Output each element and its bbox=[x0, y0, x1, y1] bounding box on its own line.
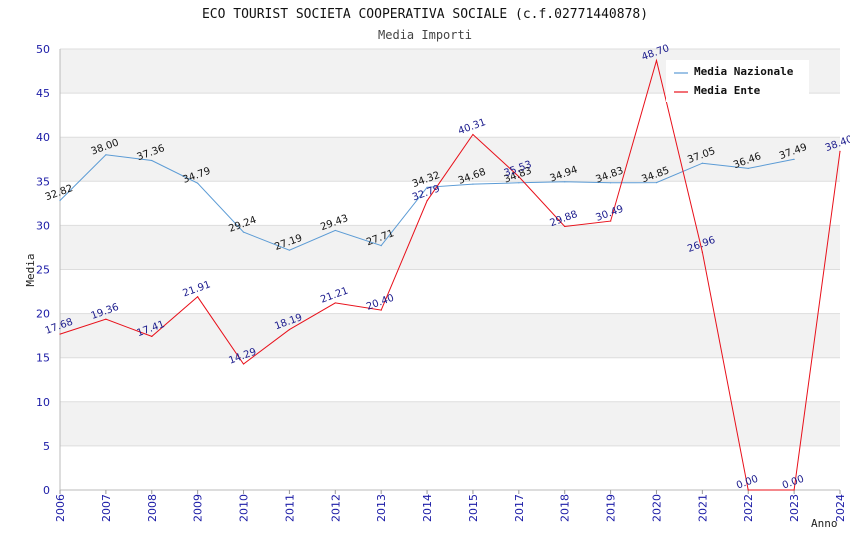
data-point bbox=[609, 182, 612, 184]
data-point bbox=[105, 154, 107, 156]
data-point bbox=[701, 251, 703, 253]
chart-title: ECO TOURIST SOCIETA COOPERATIVA SOCIALE … bbox=[202, 7, 648, 22]
plot-band bbox=[60, 401, 840, 446]
x-tick-label: 2017 bbox=[513, 494, 526, 522]
data-point bbox=[59, 333, 61, 335]
data-point bbox=[793, 158, 795, 160]
data-point bbox=[747, 489, 749, 491]
data-point bbox=[334, 229, 336, 232]
data-point bbox=[747, 167, 749, 170]
x-tick-label: 2013 bbox=[375, 494, 388, 522]
plot-band bbox=[60, 181, 840, 226]
data-point bbox=[564, 181, 566, 183]
plot-bands bbox=[60, 49, 840, 490]
data-point bbox=[518, 182, 520, 184]
data-point bbox=[472, 133, 474, 136]
y-tick-label: 50 bbox=[36, 43, 50, 56]
data-point bbox=[197, 182, 199, 184]
y-tick-label: 15 bbox=[36, 352, 50, 365]
data-point bbox=[518, 176, 520, 178]
series-line-media-ente bbox=[59, 58, 841, 491]
data-point bbox=[839, 150, 841, 152]
legend-label-media-ente: Media Ente bbox=[694, 84, 761, 97]
data-point bbox=[105, 318, 107, 320]
data-point bbox=[242, 231, 245, 233]
plot-band bbox=[60, 137, 840, 182]
data-point bbox=[472, 183, 474, 185]
x-tick-label: 2015 bbox=[467, 494, 480, 522]
y-tick-label: 45 bbox=[36, 87, 50, 100]
data-point bbox=[426, 200, 428, 202]
plot-band bbox=[60, 313, 840, 358]
x-tick-label: 2024 bbox=[834, 494, 847, 522]
x-tick-label: 2014 bbox=[421, 494, 434, 522]
y-tick-label: 25 bbox=[36, 264, 50, 277]
y-tick-label: 20 bbox=[36, 308, 50, 321]
x-tick-label: 2019 bbox=[605, 494, 618, 522]
legend: Media Nazionale Media Ente bbox=[666, 60, 809, 102]
data-point bbox=[59, 199, 61, 202]
series-lines bbox=[59, 58, 841, 491]
x-axis-ticks: 2006 2007 2008 2009 2010 2011 2012 2013 2014 2015… bbox=[54, 490, 847, 522]
y-axis-ticks: 0 5 10 15 20 25 30 35 40 45 50 bbox=[36, 43, 50, 497]
plot-band bbox=[60, 445, 840, 490]
x-axis-label: Anno bbox=[811, 517, 838, 530]
data-point bbox=[701, 162, 703, 164]
y-tick-label: 10 bbox=[36, 396, 50, 409]
x-tick-label: 2006 bbox=[54, 494, 67, 522]
x-tick-label: 2007 bbox=[100, 494, 113, 522]
y-tick-label: 40 bbox=[36, 131, 50, 144]
x-tick-label: 2023 bbox=[788, 494, 801, 522]
y-tick-label: 35 bbox=[36, 175, 50, 188]
x-tick-label: 2009 bbox=[192, 494, 205, 522]
data-point bbox=[288, 249, 291, 251]
data-point bbox=[426, 186, 428, 188]
x-tick-label: 2021 bbox=[696, 494, 709, 522]
x-tick-label: 2010 bbox=[238, 494, 251, 522]
y-tick-label: 0 bbox=[43, 484, 50, 497]
x-tick-label: 2008 bbox=[146, 494, 159, 522]
data-point bbox=[151, 159, 153, 162]
data-point bbox=[197, 296, 199, 298]
data-point bbox=[793, 489, 795, 491]
data-point bbox=[288, 328, 291, 331]
gridlines bbox=[59, 48, 840, 491]
data-point bbox=[380, 309, 382, 311]
data-point bbox=[655, 182, 658, 184]
x-tick-label: 2022 bbox=[742, 494, 755, 522]
x-tick-label: 2012 bbox=[329, 494, 342, 522]
plot-band bbox=[60, 225, 840, 270]
y-tick-label: 30 bbox=[36, 219, 50, 232]
chart-subtitle: Media Importi bbox=[378, 28, 472, 42]
data-point bbox=[380, 244, 382, 247]
plot-band bbox=[60, 269, 840, 314]
data-point bbox=[242, 363, 245, 365]
data-point bbox=[334, 302, 336, 304]
data-point bbox=[655, 59, 658, 62]
x-tick-label: 2020 bbox=[650, 494, 663, 522]
y-axis-label: Media bbox=[24, 253, 37, 286]
y-tick-label: 5 bbox=[43, 440, 50, 453]
legend-box bbox=[666, 60, 809, 102]
data-point bbox=[564, 225, 566, 228]
x-tick-label: 2018 bbox=[559, 494, 572, 522]
legend-label-media-nazionale: Media Nazionale bbox=[694, 65, 794, 78]
plot-band bbox=[60, 357, 840, 402]
data-point bbox=[609, 220, 612, 222]
x-tick-label: 2011 bbox=[283, 494, 296, 522]
data-point bbox=[151, 335, 153, 338]
